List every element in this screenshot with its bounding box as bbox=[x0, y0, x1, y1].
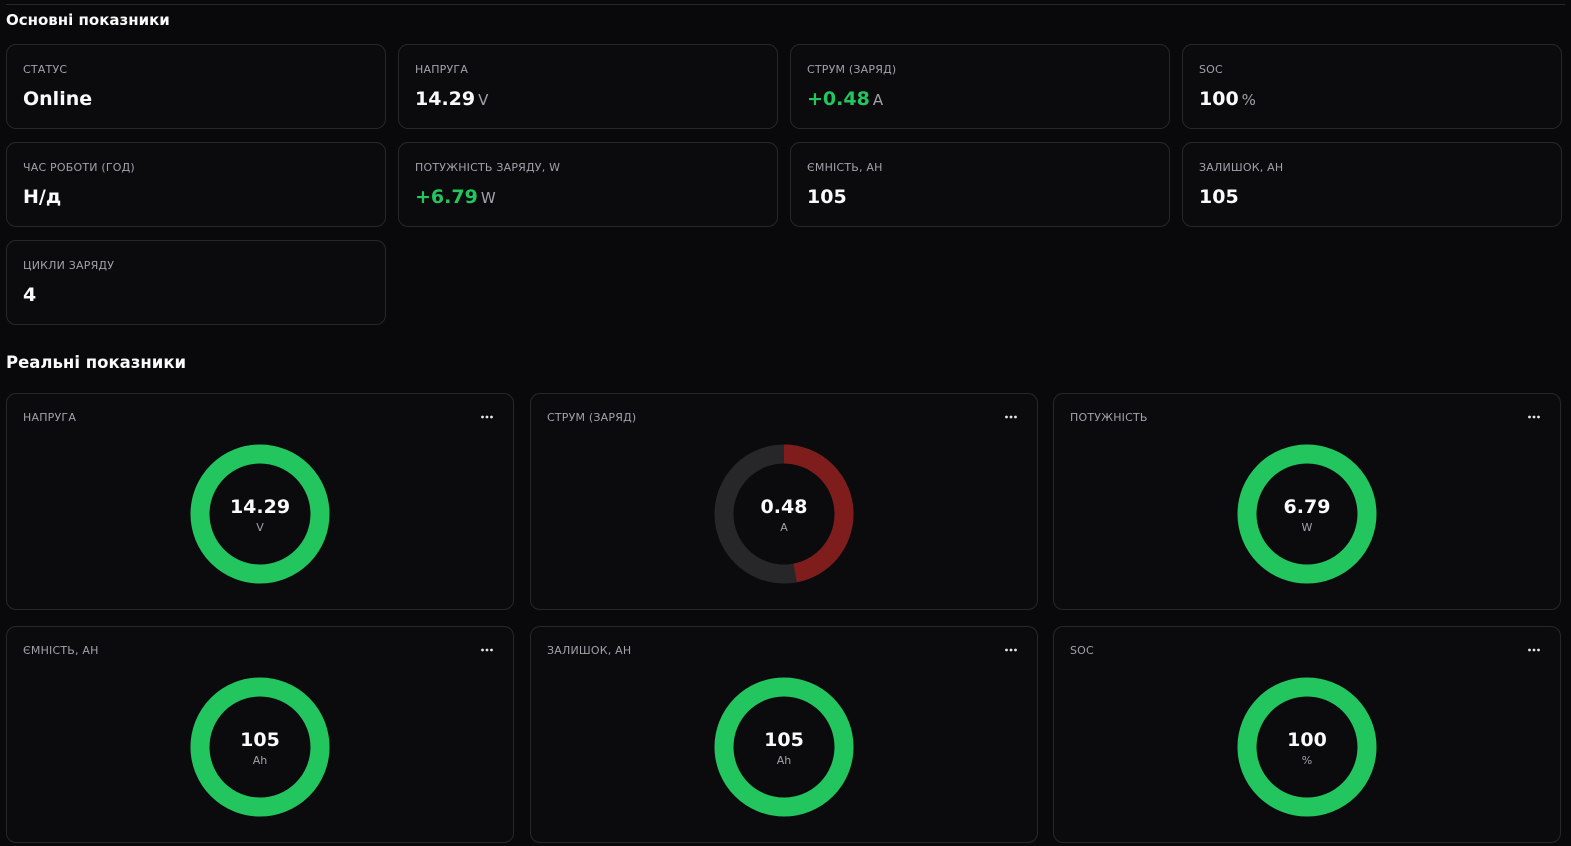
gauge-arc bbox=[1237, 677, 1377, 817]
stat-label: Цикли заряду bbox=[23, 259, 115, 272]
stat-card: Час роботи (год) Н/д bbox=[6, 142, 386, 227]
gauge-value: 100 bbox=[1287, 729, 1327, 751]
more-horizontal-icon[interactable] bbox=[480, 410, 494, 424]
gauge-unit: Ah bbox=[253, 754, 268, 767]
gauge-value: 6.79 bbox=[1284, 496, 1331, 518]
stat-card: Напруга 14.29 V bbox=[398, 44, 778, 129]
stat-card: Статус Online bbox=[6, 44, 386, 129]
gauge-label: Залишок, Ah bbox=[547, 644, 632, 657]
stat-value: +6.79 bbox=[415, 186, 478, 208]
stat-unit: % bbox=[1241, 91, 1256, 109]
stat-value-row: 14.29 V bbox=[415, 88, 488, 111]
stat-value: 105 bbox=[807, 186, 847, 208]
stat-label: SOC bbox=[1199, 63, 1223, 76]
more-horizontal-icon[interactable] bbox=[1527, 643, 1541, 657]
stat-unit: A bbox=[872, 91, 884, 109]
stat-card: Потужність заряду, W +6.79 W bbox=[398, 142, 778, 227]
gauge-card: Ємність, Ah 105 Ah bbox=[6, 626, 514, 843]
stat-label: Залишок, Ah bbox=[1199, 161, 1284, 174]
gauge-card: Струм (заряд) 0.48 A bbox=[530, 393, 1038, 610]
gauge-unit: Ah bbox=[777, 754, 792, 767]
stat-value-row: 105 bbox=[807, 186, 847, 209]
gauge-label: SOC bbox=[1070, 644, 1094, 657]
donut-gauge: 14.29 V bbox=[190, 444, 330, 584]
gauge-label: Потужність bbox=[1070, 411, 1148, 424]
gauge-value: 105 bbox=[240, 729, 280, 751]
gauge-label: Напруга bbox=[23, 411, 77, 424]
stat-label: Потужність заряду, W bbox=[415, 161, 561, 174]
more-horizontal-icon[interactable] bbox=[1004, 410, 1018, 424]
gauge-value: 14.29 bbox=[230, 496, 290, 518]
top-divider bbox=[6, 4, 1565, 5]
stat-card: Цикли заряду 4 bbox=[6, 240, 386, 325]
gauge-unit: W bbox=[1302, 521, 1313, 534]
gauge-label: Струм (заряд) bbox=[547, 411, 637, 424]
more-horizontal-icon[interactable] bbox=[1004, 643, 1018, 657]
basic-metrics-title: Основні показники bbox=[6, 11, 170, 29]
stat-card: Залишок, Ah 105 bbox=[1182, 142, 1562, 227]
stat-label: Ємність, Ah bbox=[807, 161, 883, 174]
stat-value: 105 bbox=[1199, 186, 1239, 208]
stat-value-row: 4 bbox=[23, 284, 36, 307]
realtime-metrics-title: Реальні показники bbox=[6, 353, 187, 372]
stat-value-row: 100% bbox=[1199, 88, 1256, 111]
gauge-arc bbox=[714, 444, 854, 584]
stat-unit: V bbox=[478, 91, 489, 109]
gauge-arc bbox=[714, 677, 854, 817]
gauge-card: Залишок, Ah 105 Ah bbox=[530, 626, 1038, 843]
donut-gauge: 105 Ah bbox=[714, 677, 854, 817]
gauge-arc bbox=[190, 677, 330, 817]
stat-value: 100 bbox=[1199, 88, 1239, 110]
gauge-unit: % bbox=[1302, 754, 1312, 767]
gauge-unit: V bbox=[256, 521, 264, 534]
stat-label: Статус bbox=[23, 63, 68, 76]
gauge-label: Ємність, Ah bbox=[23, 644, 99, 657]
stat-value: 4 bbox=[23, 284, 37, 306]
gauge-value: 105 bbox=[764, 729, 804, 751]
stat-label: Час роботи (год) bbox=[23, 161, 135, 174]
donut-gauge: 105 Ah bbox=[190, 677, 330, 817]
stat-card: SOC 100% bbox=[1182, 44, 1562, 129]
donut-gauge: 6.79 W bbox=[1237, 444, 1377, 584]
gauge-arc bbox=[1237, 444, 1377, 584]
gauge-arc bbox=[190, 444, 330, 584]
gauge-card: Напруга 14.29 V bbox=[6, 393, 514, 610]
stat-value-row: +0.48 A bbox=[807, 88, 883, 111]
stat-card: Ємність, Ah 105 bbox=[790, 142, 1170, 227]
stat-value: Н/д bbox=[23, 186, 62, 208]
stat-value-row: Online bbox=[23, 88, 92, 111]
gauge-card: Потужність 6.79 W bbox=[1053, 393, 1561, 610]
stat-value: Online bbox=[23, 88, 93, 110]
more-horizontal-icon[interactable] bbox=[480, 643, 494, 657]
gauge-value: 0.48 bbox=[761, 496, 808, 518]
stat-label: Напруга bbox=[415, 63, 469, 76]
stat-value-row: +6.79 W bbox=[415, 186, 496, 209]
stat-value: 14.29 bbox=[415, 88, 476, 110]
stat-card: Струм (заряд) +0.48 A bbox=[790, 44, 1170, 129]
stat-value-row: Н/д bbox=[23, 186, 61, 209]
donut-gauge: 0.48 A bbox=[714, 444, 854, 584]
gauge-card: SOC 100% bbox=[1053, 626, 1561, 843]
donut-gauge: 100% bbox=[1237, 677, 1377, 817]
more-horizontal-icon[interactable] bbox=[1527, 410, 1541, 424]
stat-unit: W bbox=[480, 189, 496, 207]
stat-label: Струм (заряд) bbox=[807, 63, 897, 76]
stat-value: +0.48 bbox=[807, 88, 870, 110]
gauge-unit: A bbox=[780, 521, 788, 534]
stat-value-row: 105 bbox=[1199, 186, 1239, 209]
